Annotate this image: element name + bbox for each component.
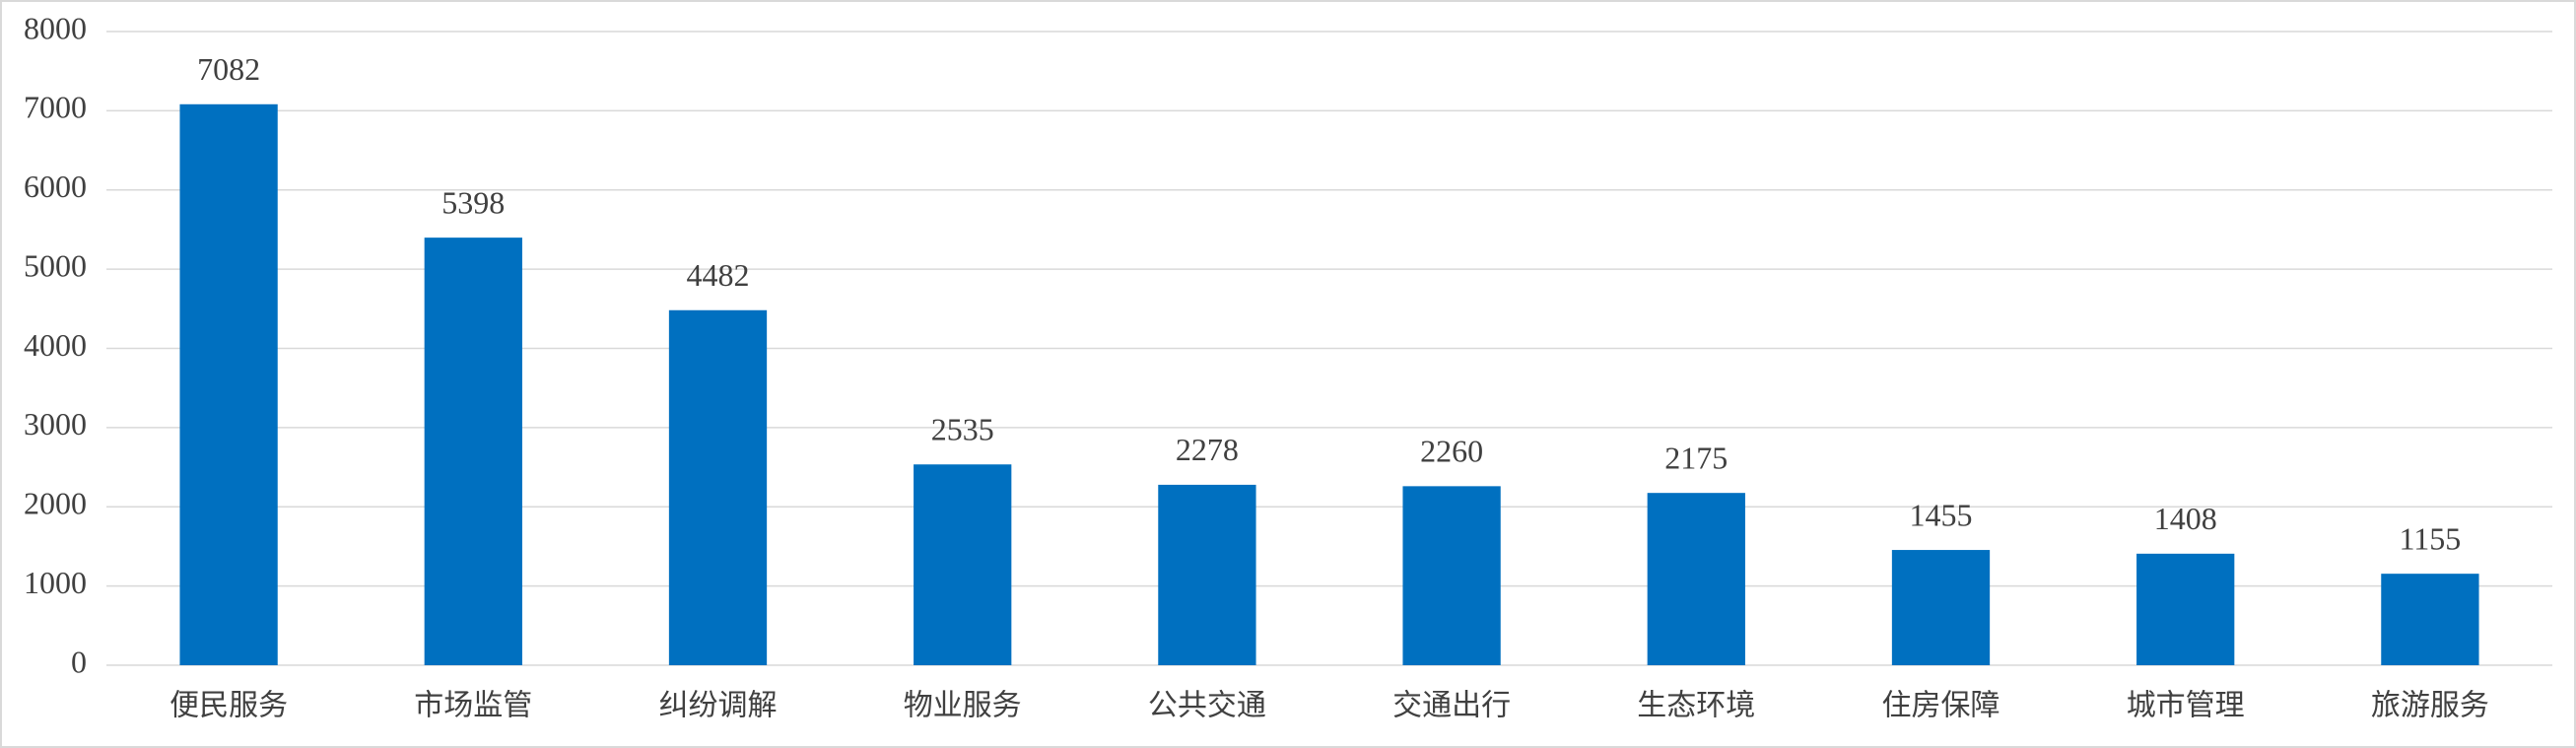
bar — [2136, 553, 2235, 665]
x-tick-label: 便民服务 — [169, 689, 288, 723]
y-tick-label: 3000 — [24, 406, 87, 442]
y-tick-label: 4000 — [24, 327, 87, 363]
bar — [1158, 484, 1256, 665]
bar — [179, 103, 278, 666]
y-tick-label: 8000 — [24, 10, 87, 45]
value-label: 2260 — [1420, 434, 1483, 469]
y-tick-label: 5000 — [24, 247, 87, 283]
bar — [1647, 493, 1745, 665]
x-tick-label: 交通出行 — [1392, 689, 1511, 723]
x-tick-label: 旅游服务 — [2371, 689, 2489, 723]
y-tick-label: 2000 — [24, 486, 87, 521]
value-label: 2535 — [931, 412, 994, 447]
x-tick-label: 纠纷调解 — [659, 689, 778, 723]
bar — [424, 238, 522, 666]
y-tick-label: 6000 — [24, 169, 87, 204]
value-label: 1155 — [2399, 521, 2461, 557]
y-tick-label: 7000 — [24, 90, 87, 125]
value-label: 4482 — [687, 257, 750, 293]
x-tick-label: 生态环境 — [1637, 689, 1755, 723]
x-tick-label: 住房保障 — [1882, 689, 2000, 723]
bar — [1891, 550, 1991, 665]
bar — [668, 309, 768, 665]
x-tick-label: 物业服务 — [904, 689, 1022, 723]
x-tick-label: 公共交通 — [1148, 689, 1266, 723]
bar — [2381, 574, 2479, 665]
x-tick-label: 城市管理 — [2127, 689, 2245, 723]
y-tick-label: 1000 — [24, 565, 87, 600]
value-label: 2278 — [1176, 432, 1239, 467]
value-label: 1408 — [2154, 501, 2217, 536]
bar — [1402, 486, 1501, 665]
y-tick-label: 0 — [71, 644, 87, 679]
x-tick-label: 市场监管 — [414, 689, 532, 723]
bar — [914, 464, 1012, 665]
value-label: 1455 — [1910, 497, 1973, 532]
value-label: 5398 — [441, 184, 505, 220]
value-label: 7082 — [197, 51, 260, 87]
value-label: 2175 — [1664, 441, 1728, 476]
